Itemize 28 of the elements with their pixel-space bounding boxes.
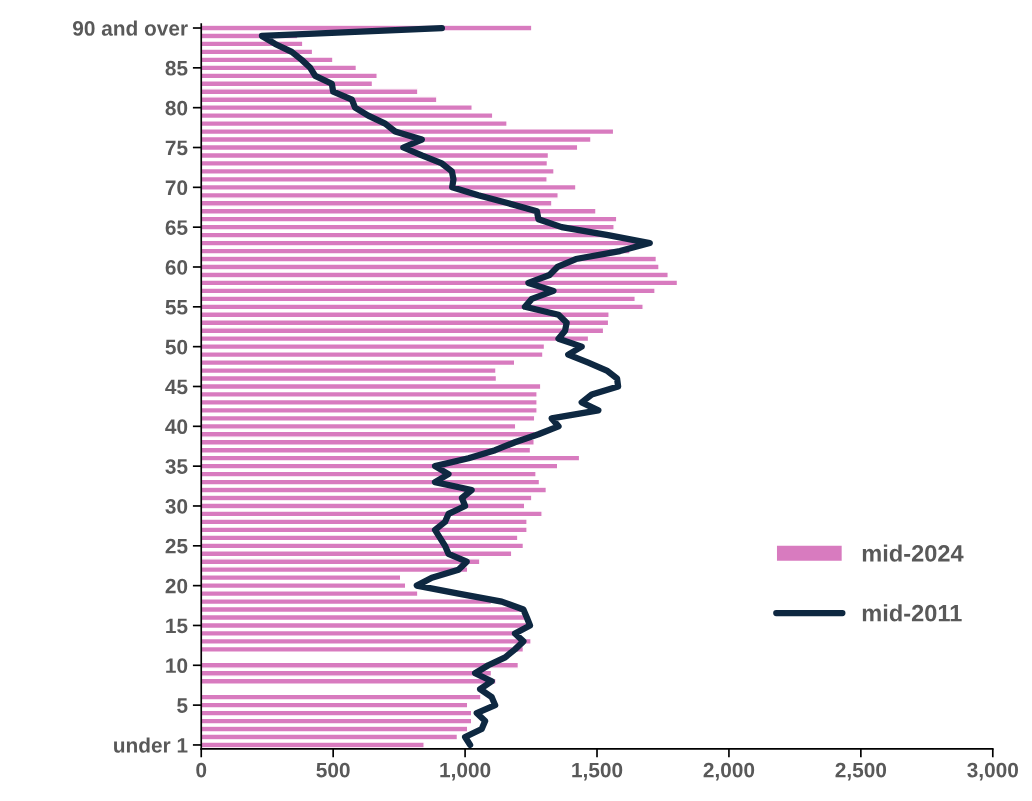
legend-label: mid-2024	[862, 544, 964, 562]
y-tick-label: 35	[165, 459, 188, 474]
x-tick-label: 1,500	[572, 762, 623, 781]
y-tick-label: 15	[166, 618, 188, 634]
y-tick-label: 5	[177, 698, 188, 713]
y-tick-label: 65	[165, 220, 188, 235]
y-tick-label: under 1	[114, 737, 188, 753]
x-tick-label: 500	[316, 762, 350, 778]
y-tick-label: 20	[165, 578, 188, 594]
y-tick-label: 90 and over	[72, 20, 188, 36]
x-tick-label: 2,500	[835, 762, 887, 781]
y-tick-label: 25	[165, 538, 188, 554]
y-tick-label: 40	[165, 419, 188, 435]
x-tick-label: 0	[196, 762, 207, 778]
y-tick-label: 10	[166, 658, 188, 674]
x-tick-label: 2,000	[703, 762, 755, 781]
y-tick-label: 80	[165, 100, 188, 116]
y-tick-label: 50	[165, 339, 188, 355]
y-tick-label: 30	[165, 498, 188, 514]
y-tick-label: 55	[165, 300, 188, 315]
y-tick-label: 75	[165, 140, 188, 156]
x-tick-label: 1,000	[440, 762, 491, 781]
legend-label: mid-2011	[862, 604, 962, 622]
x-tick-label: 3,000	[967, 762, 1018, 781]
y-tick-label: 70	[165, 180, 188, 196]
y-tick-label: 60	[165, 259, 188, 275]
y-tick-label: 45	[165, 379, 188, 395]
y-tick-label: 85	[165, 60, 188, 76]
